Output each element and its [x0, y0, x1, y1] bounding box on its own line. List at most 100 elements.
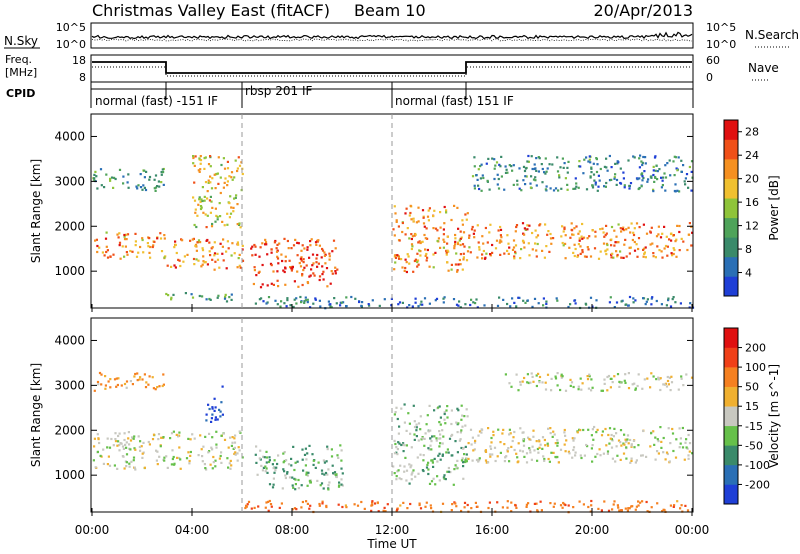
echo-cell	[552, 505, 555, 508]
echo-cell	[466, 503, 469, 507]
echo-cell	[475, 458, 479, 462]
echo-cell	[446, 235, 449, 238]
echo-cell	[205, 419, 208, 422]
echo-cell	[560, 235, 563, 238]
echo-cell	[321, 265, 324, 268]
echo-cell	[427, 472, 430, 476]
echo-cell	[147, 245, 150, 248]
echo-cell	[317, 461, 320, 464]
echo-cell	[510, 385, 513, 388]
echo-cell	[303, 300, 306, 303]
echo-cell	[644, 303, 647, 306]
echo-cell	[157, 180, 160, 183]
echo-cell	[415, 426, 418, 429]
echo-cell	[672, 160, 675, 163]
echo-cell	[437, 237, 440, 240]
echo-cell	[499, 228, 503, 231]
echo-cell	[454, 243, 457, 246]
echo-cell	[230, 293, 233, 296]
echo-cell	[404, 233, 407, 236]
echo-cell	[549, 427, 552, 430]
echo-cell	[397, 225, 400, 228]
echo-cell	[395, 446, 398, 449]
echo-cell	[301, 283, 304, 287]
echo-cell	[134, 240, 137, 243]
echo-cell	[548, 460, 551, 463]
echo-cell	[603, 378, 606, 381]
echo-cell	[666, 452, 669, 456]
echo-cell	[155, 449, 158, 452]
echo-cell	[407, 255, 410, 258]
echo-cell	[496, 501, 499, 504]
echo-cell	[443, 474, 446, 477]
echo-cell	[318, 504, 321, 507]
echo-cell	[690, 189, 693, 192]
echo-cell	[548, 250, 551, 253]
echo-cell	[638, 166, 641, 169]
echo-cell	[474, 302, 477, 305]
echo-cell	[253, 269, 256, 272]
echo-cell	[686, 447, 689, 450]
echo-cell	[554, 377, 558, 380]
echo-cell	[517, 442, 520, 445]
echo-cell	[405, 469, 409, 472]
echo-cell	[301, 273, 304, 276]
echo-cell	[217, 156, 220, 159]
echo-cell	[272, 270, 275, 273]
echo-cell	[603, 235, 606, 238]
echo-cell	[393, 452, 397, 455]
echo-cell	[404, 266, 407, 270]
echo-cell	[652, 188, 655, 191]
echo-cell	[280, 502, 283, 505]
echo-cell	[591, 386, 594, 389]
echo-cell	[210, 187, 214, 190]
echo-cell	[585, 255, 588, 258]
velocity-x-axis: 00:00 04:00 08:00 12:00 16:00 20:00 00:00	[75, 508, 709, 537]
echo-cell	[507, 242, 510, 245]
echo-cell	[583, 255, 587, 258]
echo-cell	[201, 263, 204, 266]
echo-cell	[258, 457, 261, 460]
echo-cell	[517, 389, 520, 392]
echo-cell	[321, 502, 324, 505]
echo-cell	[422, 216, 425, 219]
echo-cell	[216, 258, 220, 261]
echo-cell	[236, 203, 239, 206]
echo-cell	[404, 258, 407, 261]
echo-cell	[481, 174, 484, 177]
echo-cell	[172, 455, 175, 459]
echo-cell	[501, 432, 504, 435]
echo-cell	[234, 453, 237, 456]
echo-cell	[442, 233, 445, 236]
echo-cell	[545, 245, 548, 248]
echo-cell	[624, 303, 627, 306]
echo-cell	[223, 167, 227, 170]
echo-cell	[401, 230, 404, 234]
echo-cell	[156, 386, 159, 389]
echo-cell	[660, 250, 663, 253]
echo-cell	[210, 225, 214, 228]
echo-cell	[541, 167, 544, 171]
echo-cell	[536, 242, 539, 246]
echo-cell	[205, 468, 208, 471]
echo-cell	[628, 246, 631, 249]
echo-cell	[299, 257, 302, 260]
site-title: Christmas Valley East (fitACF)	[92, 1, 330, 20]
echo-cell	[553, 502, 556, 505]
echo-cell	[531, 305, 534, 308]
echo-cell	[612, 256, 615, 259]
echo-cell	[121, 245, 124, 248]
echo-cell	[552, 237, 555, 240]
echo-cell	[567, 160, 570, 163]
echo-cell	[457, 409, 460, 412]
echo-cell	[186, 253, 189, 256]
echo-cell	[161, 384, 164, 388]
echo-cell	[680, 159, 683, 162]
echo-cell	[276, 270, 279, 273]
echo-cell	[199, 434, 202, 437]
echo-cell	[594, 455, 597, 458]
echo-cell	[512, 246, 516, 249]
echo-cell	[633, 249, 637, 252]
echo-cell	[318, 502, 321, 506]
echo-cell	[441, 442, 444, 445]
